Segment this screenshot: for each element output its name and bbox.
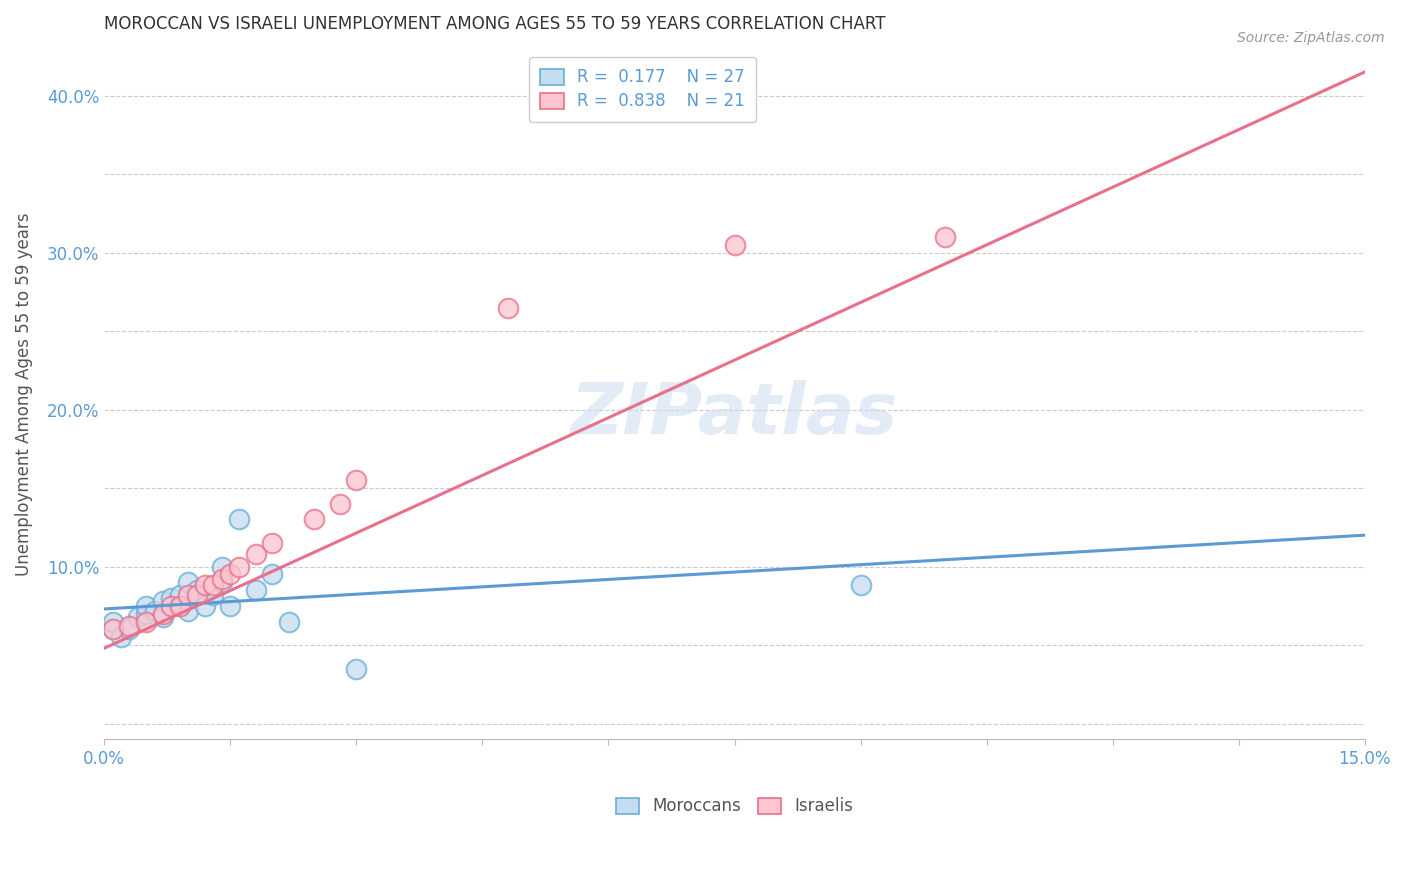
Point — [152, 607, 174, 621]
Point — [160, 591, 183, 605]
Point — [169, 588, 191, 602]
Point — [194, 578, 217, 592]
Point — [344, 662, 367, 676]
Point — [177, 588, 200, 602]
Point — [228, 559, 250, 574]
Point — [219, 599, 242, 613]
Point — [496, 301, 519, 315]
Point — [127, 609, 149, 624]
Point — [186, 588, 208, 602]
Point — [228, 512, 250, 526]
Point — [344, 473, 367, 487]
Legend: Moroccans, Israelis: Moroccans, Israelis — [607, 789, 862, 823]
Point — [169, 599, 191, 613]
Text: ZIPatlas: ZIPatlas — [571, 380, 898, 449]
Point — [849, 578, 872, 592]
Text: MOROCCAN VS ISRAELI UNEMPLOYMENT AMONG AGES 55 TO 59 YEARS CORRELATION CHART: MOROCCAN VS ISRAELI UNEMPLOYMENT AMONG A… — [104, 15, 886, 33]
Point — [101, 623, 124, 637]
Point — [304, 512, 326, 526]
Point — [110, 630, 132, 644]
Point — [211, 572, 233, 586]
Point — [101, 623, 124, 637]
Point — [211, 559, 233, 574]
Point — [135, 607, 157, 621]
Text: Source: ZipAtlas.com: Source: ZipAtlas.com — [1237, 31, 1385, 45]
Point — [262, 567, 284, 582]
Point — [278, 615, 301, 629]
Point — [101, 615, 124, 629]
Point — [152, 609, 174, 624]
Point — [723, 237, 745, 252]
Point — [245, 547, 267, 561]
Y-axis label: Unemployment Among Ages 55 to 59 years: Unemployment Among Ages 55 to 59 years — [15, 212, 32, 575]
Point — [934, 230, 956, 244]
Point — [177, 575, 200, 590]
Point — [135, 615, 157, 629]
Point — [118, 623, 141, 637]
Point — [186, 583, 208, 598]
Point — [143, 603, 166, 617]
Point — [245, 583, 267, 598]
Point — [194, 599, 217, 613]
Point — [211, 575, 233, 590]
Point — [219, 567, 242, 582]
Point — [169, 599, 191, 613]
Point — [262, 536, 284, 550]
Point — [118, 619, 141, 633]
Point — [202, 588, 225, 602]
Point — [202, 578, 225, 592]
Point — [152, 594, 174, 608]
Point — [177, 603, 200, 617]
Point — [328, 497, 350, 511]
Point — [160, 599, 183, 613]
Point — [135, 599, 157, 613]
